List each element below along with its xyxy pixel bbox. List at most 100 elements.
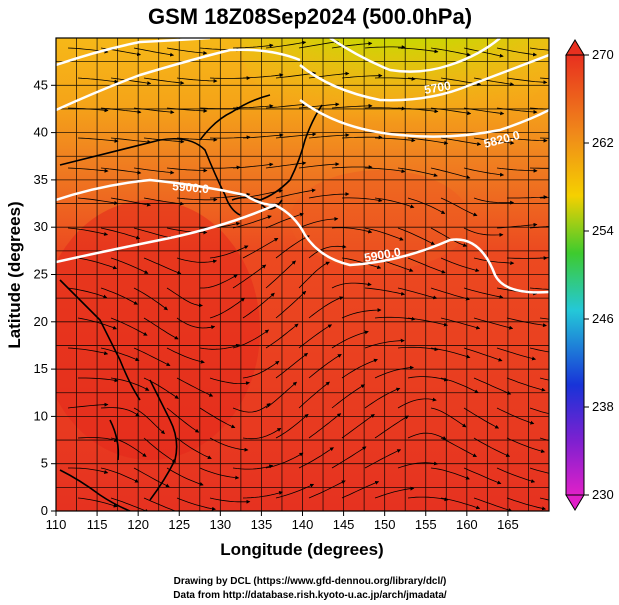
y-tick-label: 15 — [34, 361, 48, 376]
streamline — [275, 71, 317, 79]
streamline — [77, 317, 118, 330]
streamline — [430, 407, 467, 428]
streamline — [275, 188, 316, 199]
streamline — [232, 329, 270, 349]
streamline — [298, 324, 333, 349]
streamline — [110, 137, 152, 144]
streamline — [308, 354, 342, 379]
streamline — [364, 338, 405, 349]
x-tick-label: 145 — [333, 517, 355, 532]
streamline — [473, 197, 515, 205]
streamline — [507, 195, 548, 200]
streamline — [176, 497, 216, 511]
streamline — [539, 197, 549, 199]
streamline — [265, 102, 307, 109]
streamline — [133, 107, 175, 115]
streamline — [331, 41, 373, 49]
streamline — [298, 381, 330, 409]
colorbar-ticks: 230 238 246 254 262 270 — [584, 47, 614, 502]
streamline — [473, 317, 514, 330]
streamline — [143, 197, 185, 206]
streamline — [110, 317, 148, 336]
streamline — [199, 343, 241, 350]
streamline — [298, 39, 340, 49]
streamline — [176, 257, 218, 264]
streamline — [176, 437, 212, 459]
streamline — [298, 102, 340, 109]
y-tick-label: 30 — [34, 219, 48, 234]
streamline — [176, 317, 216, 330]
y-tick-label: 40 — [34, 125, 48, 140]
y-axis-label: Latitude (degrees) — [5, 201, 24, 348]
streamline — [133, 347, 171, 366]
streamline — [308, 133, 350, 139]
streamline — [341, 135, 383, 140]
streamline — [67, 227, 109, 236]
y-tick-label: 20 — [34, 314, 48, 329]
streamline — [539, 257, 549, 259]
streamline — [463, 227, 504, 237]
streamline — [275, 413, 309, 439]
streamline — [176, 77, 218, 83]
streamline — [341, 197, 383, 203]
x-tick-label: 130 — [209, 517, 231, 532]
streamline — [100, 227, 141, 240]
streamline — [397, 227, 435, 245]
streamline — [298, 216, 339, 229]
gridlines — [56, 38, 549, 511]
streamline — [242, 73, 284, 79]
streamline — [473, 377, 512, 395]
streamline — [331, 165, 373, 170]
streamline — [506, 377, 546, 392]
streamline — [529, 287, 549, 290]
contour-north-2 — [56, 38, 211, 67]
streamline — [496, 407, 535, 425]
streamline — [539, 137, 549, 139]
streamline — [430, 227, 468, 247]
streamline — [473, 437, 511, 457]
contour-label: 5900.0 — [172, 179, 210, 196]
streamline — [110, 197, 151, 207]
streamline — [166, 227, 208, 235]
streamline — [298, 162, 340, 169]
x-tick-label: 150 — [374, 517, 396, 532]
contour-label: 5900.0 — [363, 245, 402, 265]
streamline — [166, 287, 203, 308]
streamline — [364, 45, 406, 50]
streamline — [143, 437, 177, 463]
streamline — [529, 225, 549, 229]
streamline — [275, 483, 315, 499]
streamline — [506, 437, 546, 453]
warm-patch — [290, 170, 470, 270]
streamline — [397, 397, 437, 409]
streamline — [529, 167, 549, 169]
streamline — [100, 107, 142, 114]
streamline — [341, 308, 382, 319]
colorbar-tick-label: 238 — [592, 399, 614, 414]
streamline — [473, 257, 515, 266]
streamline — [473, 77, 515, 87]
x-tick-label: 140 — [292, 517, 314, 532]
streamline — [232, 403, 271, 413]
streamline — [209, 135, 251, 140]
streamline — [430, 347, 471, 359]
plot-area: 5900.0 5900.0 5820.0 5700 — [56, 38, 549, 511]
streamline — [407, 137, 449, 145]
streamline — [407, 197, 446, 214]
streamline — [374, 415, 409, 439]
streamline — [331, 384, 366, 409]
streamline — [110, 77, 152, 86]
x-tick-label: 110 — [46, 517, 67, 532]
streamline — [407, 257, 446, 274]
streamline — [199, 467, 240, 480]
streamline — [407, 77, 449, 84]
streamline — [529, 467, 549, 474]
streamline — [242, 427, 282, 440]
streamline — [430, 467, 470, 480]
streamline — [430, 167, 471, 180]
streamline — [265, 161, 307, 169]
streamline — [67, 347, 109, 356]
streamline — [209, 497, 251, 504]
streamline — [506, 137, 548, 143]
